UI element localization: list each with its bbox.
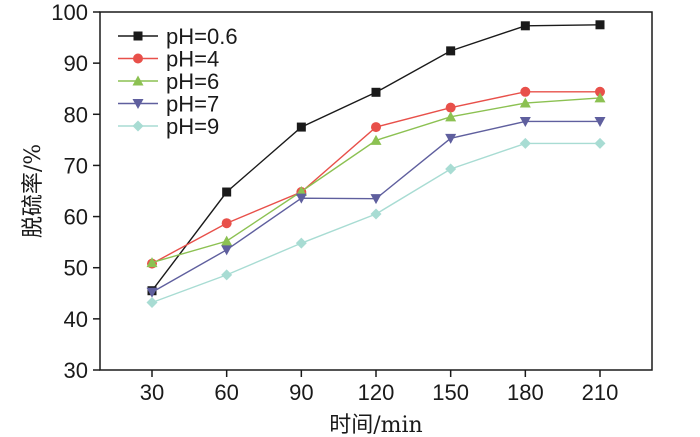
legend-swatch-marker xyxy=(132,120,144,132)
y-tick-label: 90 xyxy=(64,51,88,76)
data-point xyxy=(221,218,232,229)
y-tick-label: 60 xyxy=(64,205,88,230)
x-tick-label: 90 xyxy=(289,380,313,405)
y-axis-title: 脱硫率/% xyxy=(21,144,46,238)
legend-label: pH=7 xyxy=(166,92,219,117)
series-layer xyxy=(146,20,606,308)
data-point xyxy=(146,287,158,298)
x-tick-label: 120 xyxy=(358,380,395,405)
data-point xyxy=(146,257,158,268)
legend-swatch-marker xyxy=(133,31,143,41)
data-point xyxy=(370,208,382,220)
data-point xyxy=(519,116,531,127)
data-point xyxy=(371,122,381,133)
y-tick-label: 70 xyxy=(64,153,88,178)
legend-item-5: pH=9 xyxy=(118,114,219,139)
data-point xyxy=(221,235,233,246)
data-point xyxy=(445,133,457,144)
legend-item-4: pH=7 xyxy=(118,92,219,117)
legend-label: pH=0.6 xyxy=(166,24,238,49)
legend-label: pH=9 xyxy=(166,114,219,139)
y-tick-label: 100 xyxy=(51,0,88,25)
data-point xyxy=(520,86,531,97)
data-point xyxy=(519,137,531,149)
x-axis-ticks: 30 60 90 120 150 180 210 xyxy=(140,370,619,405)
y-tick-label: 30 xyxy=(64,358,88,383)
legend-label: pH=6 xyxy=(166,69,219,94)
data-point xyxy=(295,186,307,197)
legend-item-1: pH=0.6 xyxy=(118,24,238,49)
data-point xyxy=(445,163,457,175)
data-point xyxy=(594,92,606,103)
data-point xyxy=(296,122,306,132)
x-tick-label: 210 xyxy=(582,380,619,405)
data-point xyxy=(595,86,605,97)
y-tick-label: 80 xyxy=(64,102,88,127)
series-4 xyxy=(146,116,606,298)
data-point xyxy=(146,296,158,308)
data-point xyxy=(295,193,307,204)
data-point xyxy=(445,102,456,113)
x-tick-label: 60 xyxy=(214,380,238,405)
data-point xyxy=(222,187,232,197)
y-tick-label: 50 xyxy=(64,256,88,281)
series-5 xyxy=(146,137,606,308)
legend-swatch-marker xyxy=(133,53,143,64)
data-point xyxy=(519,97,531,108)
x-tick-label: 150 xyxy=(432,380,469,405)
y-axis-ticks: 30 40 50 60 70 80 90 100 xyxy=(51,0,100,383)
legend-swatch-marker xyxy=(132,99,144,109)
series-line xyxy=(151,120,600,293)
data-point xyxy=(446,46,456,56)
x-tick-label: 180 xyxy=(507,380,544,405)
legend: pH=0.6pH=4pH=6pH=7pH=9 xyxy=(118,24,238,139)
data-point xyxy=(595,20,605,30)
data-point xyxy=(594,137,606,149)
x-tick-label: 30 xyxy=(140,380,164,405)
data-point xyxy=(221,269,233,281)
data-point xyxy=(370,194,382,205)
data-point xyxy=(445,111,457,122)
data-point xyxy=(295,237,307,249)
series-line xyxy=(151,142,600,304)
legend-item-3: pH=6 xyxy=(118,69,219,94)
legend-item-2: pH=4 xyxy=(118,47,219,72)
data-point xyxy=(221,245,233,256)
data-point xyxy=(594,116,606,127)
y-tick-label: 40 xyxy=(64,307,88,332)
data-point xyxy=(371,87,381,97)
legend-swatch-marker xyxy=(132,75,144,86)
x-axis-title: 时间/min xyxy=(329,413,422,437)
data-point xyxy=(520,21,530,31)
series-3 xyxy=(146,92,606,268)
legend-label: pH=4 xyxy=(166,47,219,72)
data-point xyxy=(370,134,382,145)
